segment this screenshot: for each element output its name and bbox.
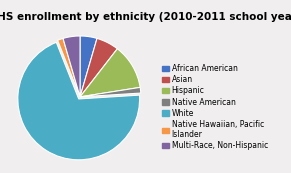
Wedge shape [80,87,141,97]
Wedge shape [80,36,97,97]
Wedge shape [58,38,80,97]
Legend: African American, Asian, Hispanic, Native American, White, Native Hawaiian, Paci: African American, Asian, Hispanic, Nativ… [161,63,269,152]
Wedge shape [63,36,80,97]
Wedge shape [80,49,140,97]
Text: FHS enrollment by ethnicity (2010-2011 school year): FHS enrollment by ethnicity (2010-2011 s… [0,12,291,22]
Wedge shape [80,38,117,97]
Wedge shape [18,42,140,160]
